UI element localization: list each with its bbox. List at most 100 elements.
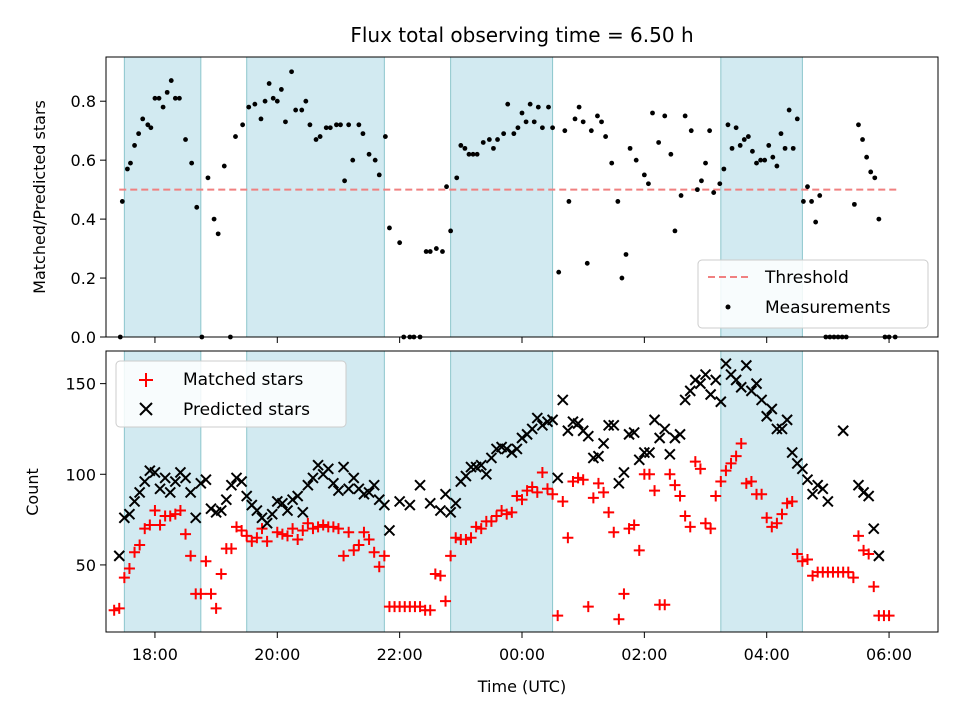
measurement-point: [519, 110, 525, 116]
predicted-star-marker: [796, 463, 809, 475]
measurement-point: [448, 228, 454, 234]
predicted-star-marker: [230, 472, 243, 484]
matched-star-marker: [450, 532, 462, 544]
predicted-star-marker: [240, 490, 253, 502]
predicted-star-marker: [669, 432, 681, 444]
predicted-star-marker: [786, 446, 798, 459]
predicted-star-marker: [811, 479, 824, 491]
predicted-star-marker: [638, 446, 651, 459]
measurement-point: [766, 143, 772, 148]
y-tick-label: 0.8: [71, 92, 96, 111]
measurement-point: [546, 104, 551, 110]
matched-star-marker: [424, 604, 436, 616]
measurement-point: [156, 95, 162, 101]
measurement-point: [699, 178, 704, 184]
matched-star-marker: [287, 523, 299, 535]
matched-star-marker: [801, 553, 813, 565]
matched-star-marker: [730, 450, 742, 462]
matched-star-marker: [271, 526, 283, 538]
matched-star-marker: [572, 472, 584, 484]
measurement-point: [539, 125, 545, 131]
measurement-point: [782, 145, 788, 151]
measurement-point: [274, 98, 280, 104]
x-tick-label: 00:00: [499, 645, 545, 664]
matched-star-marker: [149, 505, 161, 517]
measurement-point: [627, 145, 633, 151]
x-tick-label: 02:00: [621, 645, 667, 664]
measurement-point: [580, 119, 586, 125]
matched-star-marker: [526, 481, 538, 493]
matched-star-marker: [281, 530, 293, 542]
matched-star-marker: [465, 532, 477, 544]
measurement-point: [856, 122, 861, 128]
y-tick-label: 100: [65, 465, 96, 484]
predicted-star-marker: [511, 443, 523, 455]
measurement-point: [480, 140, 486, 145]
matched-star-marker: [756, 488, 768, 500]
measurement-point: [511, 131, 517, 137]
matched-star-marker: [276, 528, 288, 540]
measurement-point: [682, 113, 688, 119]
measurement-point: [588, 128, 594, 134]
measurement-point: [360, 131, 366, 137]
matched-star-marker: [108, 604, 120, 616]
measurement-point: [711, 190, 717, 195]
measurement-points: [117, 69, 898, 340]
predicted-star-marker: [873, 550, 885, 562]
predicted-legend-swatch: [139, 402, 153, 416]
threshold-legend-label: Threshold: [764, 268, 849, 288]
predicted-star-marker: [348, 472, 360, 484]
measurement-point: [152, 95, 158, 101]
x-tick-label: 22:00: [377, 645, 423, 664]
measurement-point: [794, 116, 800, 122]
measurement-point: [221, 163, 227, 169]
matched-star-marker: [343, 526, 355, 538]
measurement-point: [462, 145, 468, 151]
measurement-point: [233, 134, 238, 139]
ratio-panel-shaded-intervals: [123, 56, 803, 338]
measurement-point: [758, 157, 763, 163]
measurement-point: [556, 269, 562, 275]
measurement-point: [307, 122, 313, 128]
measurement-point: [346, 122, 352, 128]
predicted-star-marker: [500, 443, 513, 455]
predicted-star-marker: [551, 472, 564, 484]
measurement-point: [168, 78, 174, 83]
predicted-star-marker: [149, 466, 161, 479]
measurement-point: [299, 107, 305, 113]
matched-star-marker: [297, 524, 309, 536]
predicted-star-marker: [822, 495, 834, 508]
measurement-point: [338, 122, 343, 128]
matched-star-marker: [700, 517, 712, 529]
matched-star-marker: [781, 497, 793, 509]
predicted-star-marker: [613, 477, 625, 490]
matched-star-marker: [292, 534, 304, 546]
measurement-point: [868, 169, 874, 175]
matched-star-marker: [531, 486, 543, 498]
predicted-star-marker: [378, 499, 391, 511]
count-panel: 50 100 150 18:00 20:00 22:00 00:00 02:00 04:00 0…: [23, 350, 939, 696]
measurement-point: [745, 134, 751, 139]
matched-star-marker: [506, 506, 518, 518]
measurement-point: [140, 116, 146, 122]
predicted-star-marker: [444, 506, 457, 519]
measurement-point: [778, 131, 784, 137]
matched-star-marker: [440, 595, 452, 607]
matched-star-marker: [786, 495, 798, 507]
measurement-point: [372, 157, 378, 163]
matched-star-marker: [679, 510, 691, 522]
predicted-star-marker: [434, 504, 447, 517]
matched-star-marker: [327, 521, 339, 533]
predicted-star-marker: [276, 497, 289, 509]
measurement-point: [458, 143, 464, 148]
predicted-star-marker: [592, 450, 605, 462]
measurement-point: [215, 231, 221, 237]
predicted-star-marker: [776, 423, 788, 435]
matched-star-marker: [562, 532, 574, 544]
y-tick-label: 0.2: [71, 269, 96, 288]
predicted-star-marker: [740, 359, 753, 372]
measurement-point: [423, 249, 429, 254]
matched-star-marker: [710, 490, 722, 502]
measurement-point: [491, 145, 496, 151]
matched-star-marker: [618, 588, 630, 600]
